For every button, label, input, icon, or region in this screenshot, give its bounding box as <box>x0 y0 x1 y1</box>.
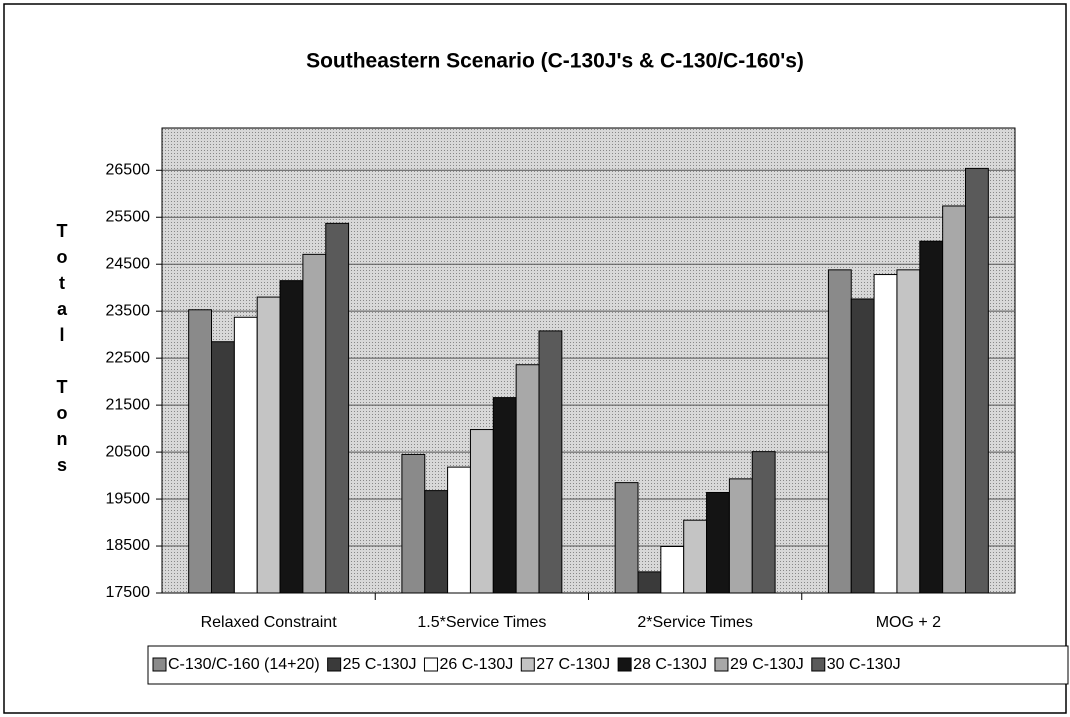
legend-label: 28 C-130J <box>633 656 707 673</box>
bar <box>827 269 852 594</box>
x-tick-label: 2*Service Times <box>637 614 753 631</box>
bar <box>896 269 921 594</box>
bar <box>188 309 213 594</box>
bar <box>614 482 639 594</box>
bar <box>401 453 426 594</box>
bar <box>964 167 989 594</box>
x-tick-label: Relaxed Constraint <box>201 614 338 631</box>
bar <box>492 397 517 594</box>
bar <box>942 205 966 594</box>
legend-swatch <box>152 657 167 672</box>
bar <box>279 280 304 594</box>
bar <box>325 222 350 594</box>
y-tick-label: 25500 <box>106 208 151 225</box>
bar <box>469 429 494 594</box>
bar <box>683 519 708 594</box>
legend-swatch <box>327 657 342 672</box>
bar <box>637 571 662 594</box>
y-tick-label: 21500 <box>106 396 151 413</box>
bar <box>660 546 685 594</box>
bar <box>256 296 281 594</box>
x-tick-label: 1.5*Service Times <box>417 614 546 631</box>
legend-label: 25 C-130J <box>343 656 417 673</box>
y-tick-label: 23500 <box>106 302 151 319</box>
bar <box>873 274 898 594</box>
bar <box>424 490 449 594</box>
legend-label: C-130/C-160 (14+20) <box>168 656 320 673</box>
bar <box>751 451 776 594</box>
y-tick-label: 19500 <box>106 490 151 507</box>
x-tick-label: MOG + 2 <box>876 614 941 631</box>
legend-label: 30 C-130J <box>827 656 901 673</box>
y-tick-label: 17500 <box>106 584 151 601</box>
y-tick-label: 22500 <box>106 349 151 366</box>
legend-label: 27 C-130J <box>536 656 610 673</box>
legend-swatch <box>811 657 826 672</box>
y-tick-label: 26500 <box>106 161 151 178</box>
bar <box>515 364 540 594</box>
legend-swatch <box>714 657 729 672</box>
bar <box>211 341 235 594</box>
bar <box>728 478 753 594</box>
legend-label: 26 C-130J <box>439 656 513 673</box>
legend-swatch <box>423 657 438 672</box>
bar <box>850 298 875 594</box>
y-tick-label: 24500 <box>106 255 151 272</box>
legend <box>147 645 1069 685</box>
y-tick-label: 18500 <box>106 537 151 554</box>
bar <box>233 316 258 594</box>
bar <box>447 466 471 594</box>
legend-label: 29 C-130J <box>730 656 804 673</box>
bar <box>302 253 327 594</box>
bar <box>538 330 563 594</box>
chart-title: Southeastern Scenario (C-130J's & C-130/… <box>306 50 804 73</box>
bar <box>919 240 944 594</box>
legend-swatch <box>520 657 535 672</box>
bar <box>706 491 730 594</box>
legend-swatch <box>617 657 632 672</box>
y-tick-label: 20500 <box>106 443 151 460</box>
